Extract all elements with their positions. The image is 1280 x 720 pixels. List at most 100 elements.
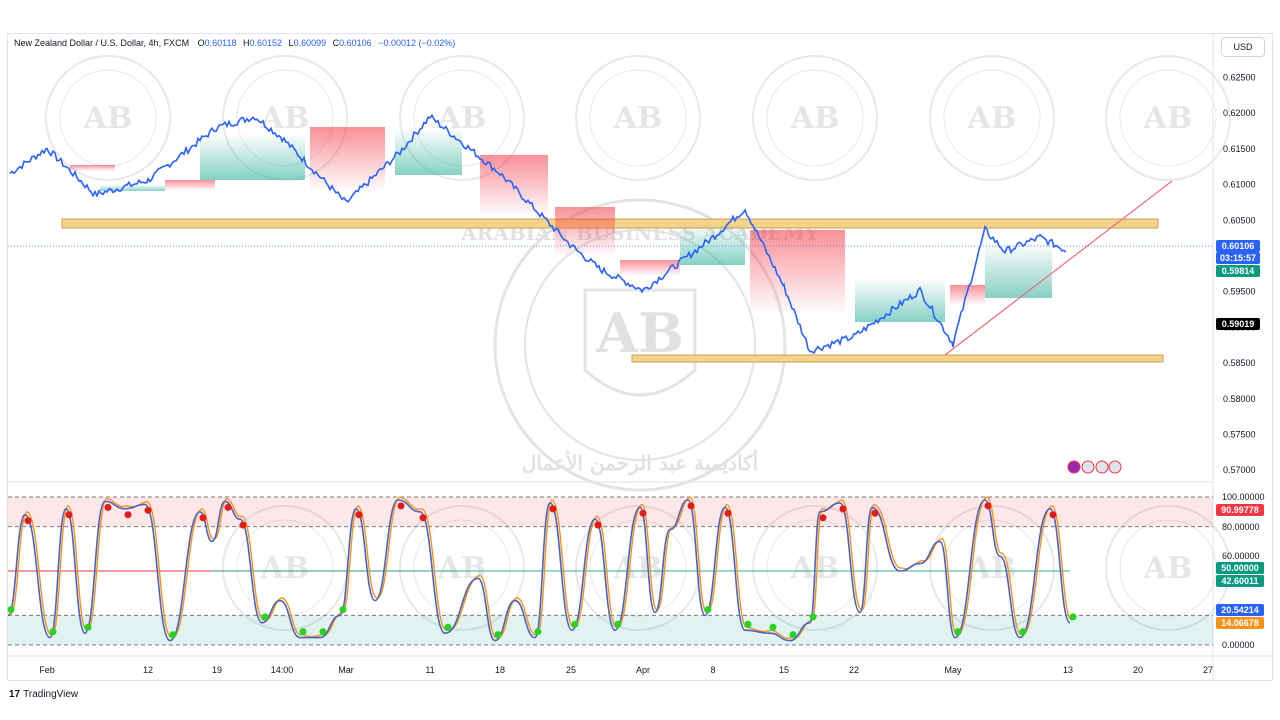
cloud-bear: [750, 230, 845, 312]
watermark-inner-ring: [589, 69, 687, 167]
watermark-ring: [752, 505, 878, 631]
open-label: O: [197, 38, 205, 48]
osc-d-badge: 14.06678: [1221, 618, 1259, 628]
bullish-cross-marker: [49, 628, 57, 636]
bearish-cross-marker: [639, 509, 647, 517]
bearish-cross-marker: [239, 521, 247, 529]
price-series: [9, 113, 1067, 355]
time-tick-label: Apr: [636, 665, 650, 675]
watermark-arabic-text: أكاديمية عبد الرحمن الأعمال: [522, 449, 758, 476]
watermark-initials: AB: [595, 301, 684, 365]
watermark-seal: AB: [575, 55, 701, 181]
bullish-cross-marker: [339, 605, 347, 613]
support-zone: [631, 354, 1164, 363]
bearish-cross-marker: [199, 514, 207, 522]
bearish-cross-marker: [724, 509, 732, 517]
time-tick-label: 25: [566, 665, 576, 675]
bullish-cross-marker: [704, 605, 712, 613]
axis-layer: 0.625000.620000.615000.610000.605000.600…: [39, 73, 1264, 676]
high-value: 0.60152: [249, 38, 283, 48]
osc-green-badge-bg: [1216, 575, 1264, 587]
time-tick-label: 15: [779, 665, 789, 675]
watermark-inner-ring: [236, 519, 334, 617]
tradingview-mark-icon: 17: [9, 689, 21, 700]
oscillator-pane: [7, 496, 1213, 646]
bullish-cross-marker: [1019, 628, 1027, 636]
cloud-bear: [620, 260, 680, 275]
watermark-inner-ring: [766, 69, 864, 167]
bullish-cross-marker: [614, 620, 622, 628]
watermark-seal: AB: [1105, 55, 1231, 181]
us-flag-icon: [1108, 460, 1122, 474]
watermark-seal: AB: [222, 505, 348, 631]
watermark-ring: [45, 55, 171, 181]
osc-d-badge-bg: [1216, 617, 1264, 629]
time-tick-label: 11: [425, 665, 434, 675]
bullish-cross-marker: [534, 628, 542, 636]
bearish-cross-marker: [397, 502, 405, 510]
us-flag-icon: [1095, 460, 1109, 474]
watermark-ring: [1105, 55, 1231, 181]
overbought-band: [8, 497, 1213, 527]
watermark-initials: AB: [1143, 101, 1193, 136]
bullish-cross-marker: [494, 631, 502, 639]
green-level-badge: 0.59814: [1222, 266, 1255, 276]
bearish-cross-marker: [687, 502, 695, 510]
us-flag-icon: [1081, 460, 1095, 474]
time-tick-label: Mar: [338, 665, 354, 675]
bullish-cross-marker: [571, 620, 579, 628]
osc-mid-badge-bg: [1216, 562, 1264, 574]
time-tick-label: 27: [1203, 665, 1213, 675]
price-tick-label: 0.61500: [1223, 144, 1256, 154]
watermark-inner-ring: [1119, 69, 1217, 167]
time-tick-label: Feb: [39, 665, 55, 675]
cloud-bear: [310, 127, 385, 190]
watermark-inner-ring: [413, 519, 511, 617]
lightning-icon: [1067, 460, 1081, 474]
green-level-badge-bg: [1216, 265, 1260, 277]
bearish-cross-marker: [819, 514, 827, 522]
cloud-bear: [950, 285, 985, 305]
bullish-cross-marker: [169, 631, 177, 639]
bearish-cross-marker: [419, 514, 427, 522]
close-label: C: [332, 38, 340, 48]
watermark-ring: [493, 198, 787, 492]
watermark-initials: AB: [613, 101, 663, 136]
cloud-bear: [555, 207, 615, 255]
watermark-initials: AB: [437, 551, 487, 586]
bearish-cross-marker: [124, 511, 132, 519]
currency-button[interactable]: USD: [1221, 37, 1265, 57]
watermark-ring: [575, 55, 701, 181]
bullish-cross-marker: [769, 623, 777, 631]
price-tick-label: 0.62000: [1223, 108, 1256, 118]
close-value: 0.60106: [339, 38, 372, 48]
watermark-initials: AB: [967, 101, 1017, 136]
high-label: H: [242, 38, 250, 48]
price-tick-label: 0.62500: [1223, 73, 1256, 83]
bearish-cross-marker: [355, 511, 363, 519]
bearish-cross-marker: [65, 511, 73, 519]
watermark-seal: AB: [222, 55, 348, 181]
osc-mid-badge: 50.00000: [1221, 563, 1259, 573]
grid-layer: [8, 34, 1272, 680]
watermark-ring: [399, 55, 525, 181]
time-tick-label: 19: [212, 665, 222, 675]
bearish-cross-marker: [224, 503, 232, 511]
bullish-cross-marker: [299, 628, 307, 636]
bearish-cross-marker: [1049, 511, 1057, 519]
bullish-cross-marker: [954, 628, 962, 636]
time-tick-label: 20: [1133, 665, 1143, 675]
tradingview-logo[interactable]: 17 TradingView: [9, 689, 78, 700]
price-series-line: [9, 113, 1067, 355]
cloud-bear: [165, 180, 215, 190]
ascending-trendline: [944, 180, 1173, 356]
cloud-bull: [395, 130, 462, 175]
bullish-cross-marker: [84, 623, 92, 631]
bullish-cross-marker: [319, 628, 327, 636]
watermark-initials: AB: [260, 101, 310, 136]
bullish-cross-marker: [444, 623, 452, 631]
open-value: 0.60118: [204, 38, 237, 48]
time-tick-label: 12: [143, 665, 153, 675]
badge-layer: 0.60106 03:15:57 0.59814 0.59019 90.99778 50.…: [1067, 240, 1264, 629]
